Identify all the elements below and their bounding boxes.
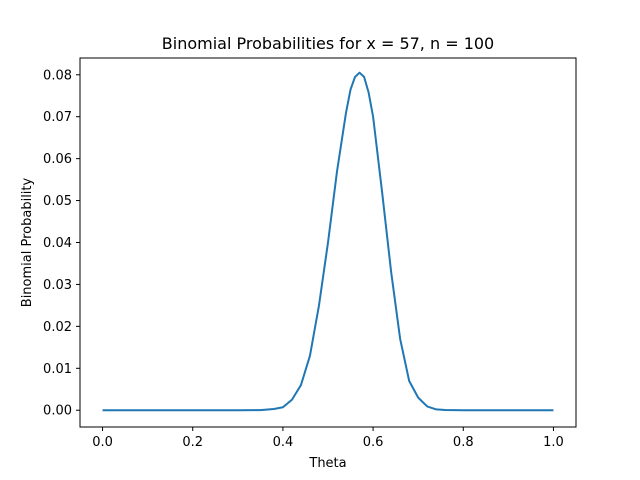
x-tick-label: 0.6 [363,435,384,450]
x-tick-label: 0.8 [453,435,474,450]
y-tick-label: 0.00 [43,404,72,419]
y-axis: 0.00 0.01 0.02 0.03 0.04 0.05 0.06 0.07 0.08 [43,68,80,419]
y-tick-label: 0.01 [43,362,72,377]
x-axis: 0.0 0.2 0.4 0.6 0.8 1.0 [92,427,564,450]
x-tick-label: 0.4 [273,435,294,450]
y-tick-label: 0.08 [43,68,72,83]
plot-area [102,71,554,412]
y-axis-label: Binomial Probability [20,177,35,307]
series-line-0 [102,71,554,412]
x-axis-label: Theta [308,456,346,471]
y-tick-label: 0.06 [43,152,72,167]
x-tick-label: 1.0 [543,435,564,450]
y-tick-label: 0.07 [43,110,72,125]
x-tick-label: 0.0 [92,435,113,450]
y-tick-label: 0.04 [43,236,72,251]
x-tick-label: 0.2 [182,435,203,450]
chart-title: Binomial Probabilities for x = 57, n = 1… [162,34,494,53]
y-tick-label: 0.02 [43,320,72,335]
y-tick-label: 0.05 [43,194,72,209]
y-tick-label: 0.03 [43,278,72,293]
